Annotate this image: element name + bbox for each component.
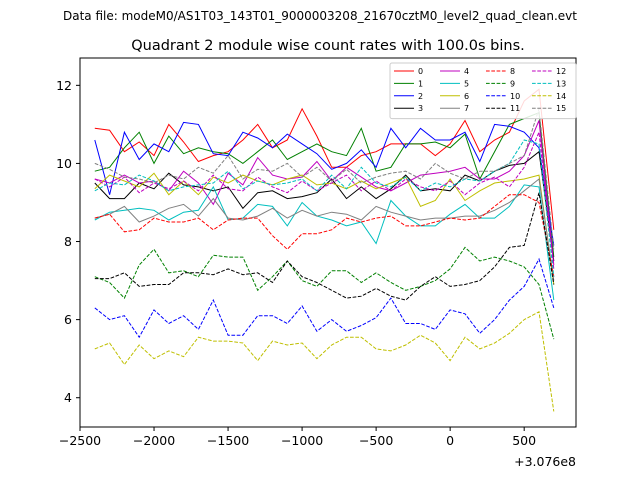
series-line-0: [94, 88, 555, 230]
series-line-12: [94, 130, 555, 269]
legend-label-14: 14: [556, 92, 566, 101]
x-tick-label: −1000: [281, 433, 323, 448]
x-tick-label: −2000: [133, 433, 175, 448]
series-line-10: [94, 257, 555, 339]
series-layer: [94, 88, 555, 412]
legend-label-7: 7: [464, 104, 469, 113]
legend-label-13: 13: [556, 79, 566, 88]
y-tick-label: 8: [64, 234, 72, 249]
series-line-11: [94, 192, 555, 301]
y-tick-label: 4: [64, 390, 72, 405]
x-offset-label: +3.076e8: [514, 454, 576, 469]
y-tick-label: 12: [56, 78, 72, 93]
series-line-13: [94, 139, 555, 277]
y-axis: 4 6 8 10 12: [56, 78, 80, 405]
axes-frame: [79, 57, 577, 428]
series-line-3: [94, 150, 555, 262]
legend-box: [389, 62, 577, 120]
series-line-15: [94, 108, 555, 250]
x-tick-label: 500: [512, 433, 536, 448]
x-tick-label: −1500: [207, 433, 249, 448]
legend-label-0: 0: [418, 67, 423, 76]
series-line-8: [94, 194, 555, 277]
legend-label-6: 6: [464, 92, 469, 101]
x-tick-label: −2500: [59, 433, 101, 448]
x-tick-label: −500: [359, 433, 393, 448]
y-tick-label: 6: [64, 312, 72, 327]
legend-label-3: 3: [418, 104, 423, 113]
legend-label-1: 1: [418, 79, 423, 88]
series-line-14: [94, 311, 555, 412]
series-line-9: [94, 246, 555, 340]
legend-label-9: 9: [510, 79, 515, 88]
series-line-2: [94, 121, 555, 246]
x-axis: −2500 −2000 −1500 −1000 −500 0 500: [59, 427, 536, 448]
legend-label-4: 4: [464, 67, 469, 76]
legend-label-15: 15: [556, 104, 566, 113]
chart-title: Quadrant 2 module wise count rates with …: [131, 38, 525, 54]
series-line-1: [94, 111, 555, 258]
x-tick-label: 0: [446, 433, 454, 448]
legend-label-11: 11: [510, 104, 520, 113]
y-tick-label: 10: [56, 156, 72, 171]
legend-label-12: 12: [556, 67, 566, 76]
legend-label-2: 2: [418, 92, 423, 101]
series-line-6: [94, 172, 555, 285]
legend-label-8: 8: [510, 67, 515, 76]
legend-label-10: 10: [510, 92, 520, 101]
series-line-7: [94, 178, 555, 281]
figure-suptitle: Data file: modeM0/AS1T03_143T01_90000032…: [63, 9, 577, 23]
legend-label-5: 5: [464, 79, 469, 88]
